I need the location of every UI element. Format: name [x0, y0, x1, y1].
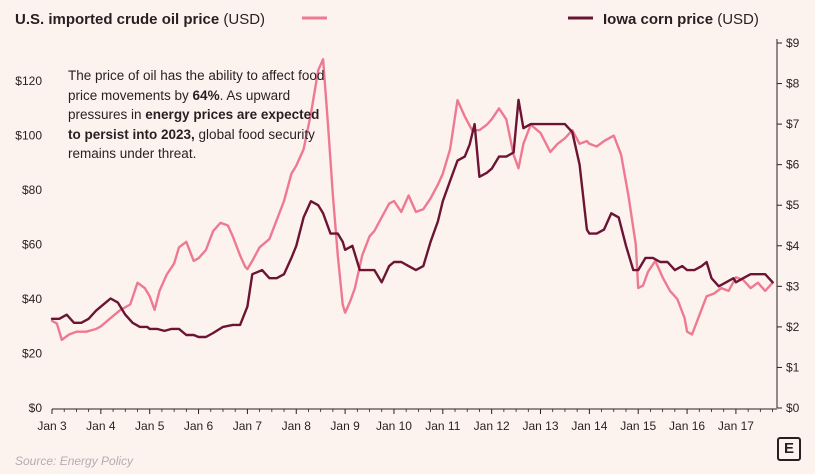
x-tick-label: Jan 7 — [233, 419, 263, 433]
y-right-tick-label: $8 — [786, 77, 800, 91]
annotation-bold-1: 64% — [192, 87, 220, 103]
y-right-tick-label: $4 — [786, 239, 800, 253]
x-tick-label: Jan 16 — [669, 419, 705, 433]
annotation-part-1: The price of oil has the ability to affe… — [68, 68, 325, 103]
x-tick-label: Jan 17 — [718, 419, 754, 433]
legend-oil-unit: (USD) — [219, 11, 265, 28]
x-tick-label: Jan 5 — [135, 419, 165, 433]
y-left-tick-label: $100 — [15, 129, 42, 143]
legend-corn-title: Iowa corn price — [603, 11, 713, 28]
y-right-tick-label: $1 — [786, 360, 800, 374]
y-right-tick-label: $7 — [786, 117, 800, 131]
y-right-tick-label: $2 — [786, 320, 800, 334]
y-left-tick-label: $60 — [22, 238, 42, 252]
y-right-tick-label: $0 — [786, 401, 800, 415]
x-tick-label: Jan 11 — [425, 419, 460, 433]
y-right-tick-label: $6 — [786, 158, 800, 172]
y-left-tick-label: $80 — [22, 183, 42, 197]
x-tick-label: Jan 13 — [522, 419, 558, 433]
legend-oil-label: U.S. imported crude oil price (USD) — [15, 11, 265, 28]
y-right-tick-label: $3 — [786, 279, 800, 293]
y-left-tick-label: $20 — [22, 347, 42, 361]
x-tick-label: Jan 14 — [571, 419, 607, 433]
legend-oil-title: U.S. imported crude oil price — [15, 11, 219, 28]
x-tick-label: Jan 10 — [376, 419, 412, 433]
annotation-part-2: . As upward pressures in — [68, 87, 291, 123]
y-left-tick-label: $0 — [29, 401, 43, 415]
x-tick-label: Jan 12 — [474, 419, 510, 433]
x-tick-label: Jan 6 — [184, 419, 214, 433]
corn-price-line — [50, 98, 774, 339]
x-tick-label: Jan 4 — [86, 419, 116, 433]
x-tick-label: Jan 15 — [620, 419, 656, 433]
x-tick-label: Jan 9 — [330, 419, 360, 433]
legend-corn-unit: (USD) — [713, 11, 759, 28]
x-tick-label: Jan 8 — [282, 419, 312, 433]
brand-logo: E — [777, 437, 801, 461]
legend-corn-label: Iowa corn price (USD) — [603, 11, 759, 28]
annotation-part-3: global food security remains under threa… — [68, 126, 315, 162]
annotation-bold-2: energy prices are expected to persist in… — [68, 107, 320, 142]
series-lines — [50, 58, 774, 342]
axes: $0 $20 $40 $60 $80 $100 $120 $0 $1 $2 $3 $4 $5 $6 $7 $8… — [15, 36, 799, 433]
oil-price-line — [50, 58, 774, 342]
y-left-tick-label: $120 — [15, 74, 42, 88]
source-note: Source: Energy Policy — [15, 454, 134, 468]
annotation-text: The price of oil has the ability to affe… — [68, 66, 328, 164]
y-right-tick-label: $5 — [786, 198, 800, 212]
x-tick-label: Jan 3 — [37, 419, 67, 433]
legend: U.S. imported crude oil price (USD) Iowa… — [15, 11, 759, 28]
y-left-tick-label: $40 — [22, 292, 42, 306]
y-right-tick-label: $9 — [786, 36, 800, 50]
